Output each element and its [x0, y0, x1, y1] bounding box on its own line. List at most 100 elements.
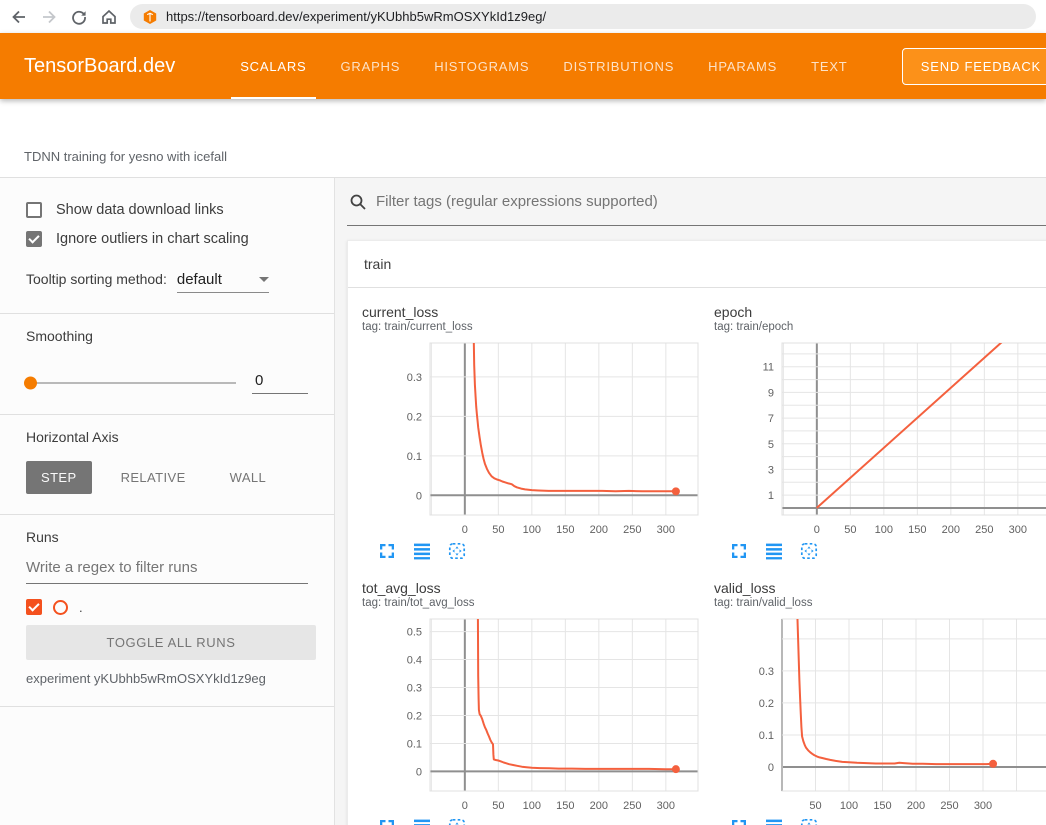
tab-label: GRAPHS — [341, 59, 401, 74]
flatten-lines-icon[interactable] — [413, 818, 431, 825]
svg-text:0: 0 — [814, 524, 820, 536]
checkbox-label: Ignore outliers in chart scaling — [56, 231, 249, 247]
maximize-icon[interactable] — [730, 818, 748, 825]
svg-text:7: 7 — [768, 413, 774, 425]
tooltip-sorting-select[interactable]: default — [177, 271, 269, 293]
show-download-links-checkbox[interactable] — [26, 202, 42, 218]
tab-distributions[interactable]: DISTRIBUTIONS — [546, 33, 691, 99]
general-settings-section: Show data download links Ignore outliers… — [0, 178, 334, 314]
svg-text:150: 150 — [908, 524, 926, 536]
svg-text:250: 250 — [623, 524, 641, 536]
line-chart-plot[interactable]: 00.10.20.3050100150200250300 — [362, 339, 702, 539]
svg-text:200: 200 — [907, 800, 925, 812]
smoothing-slider[interactable] — [26, 382, 236, 384]
svg-text:50: 50 — [492, 800, 504, 812]
svg-text:0.2: 0.2 — [407, 411, 422, 423]
chart-title: valid_loss — [714, 580, 1046, 596]
runs-regex-input[interactable] — [26, 559, 308, 584]
fit-domain-icon[interactable] — [800, 818, 818, 825]
runs-section: Runs . TOGGLE ALL RUNS experiment yKUbhb… — [0, 515, 334, 707]
brand-title: TensorBoard.dev — [24, 55, 175, 78]
section-title[interactable]: train — [348, 241, 1046, 288]
flatten-lines-icon[interactable] — [413, 542, 431, 560]
back-arrow-icon[interactable] — [10, 8, 28, 26]
svg-text:0: 0 — [462, 524, 468, 536]
svg-text:0.1: 0.1 — [759, 730, 774, 742]
scalars-dashboard: Filter tags (regular expressions support… — [335, 178, 1046, 825]
refresh-icon[interactable] — [70, 8, 88, 26]
svg-text:50: 50 — [809, 800, 821, 812]
svg-text:200: 200 — [590, 524, 608, 536]
tensorboard-logo-icon — [142, 9, 158, 25]
svg-text:0: 0 — [462, 800, 468, 812]
run-list-item[interactable]: . — [26, 599, 308, 615]
tab-hparams[interactable]: HPARAMS — [691, 33, 794, 99]
svg-text:5: 5 — [768, 439, 774, 451]
svg-text:100: 100 — [523, 800, 541, 812]
svg-text:100: 100 — [840, 800, 858, 812]
flatten-lines-icon[interactable] — [765, 818, 783, 825]
axis-wall-button[interactable]: WALL — [215, 461, 282, 494]
line-chart-plot[interactable]: 1357911050100150200250300 — [714, 339, 1046, 539]
svg-text:0.4: 0.4 — [407, 655, 422, 667]
tab-label: SCALARS — [240, 59, 306, 74]
tab-text[interactable]: TEXT — [794, 33, 864, 99]
scalar-chart-card: epoch tag: train/epoch 13579110501001502… — [700, 304, 1046, 570]
tab-graphs[interactable]: GRAPHS — [324, 33, 418, 99]
svg-text:300: 300 — [1009, 524, 1027, 536]
svg-text:0: 0 — [416, 490, 422, 502]
home-icon[interactable] — [100, 8, 118, 26]
tab-scalars[interactable]: SCALARS — [223, 33, 323, 99]
toggle-all-runs-button[interactable]: TOGGLE ALL RUNS — [26, 625, 316, 660]
slider-thumb[interactable] — [24, 377, 37, 390]
forward-arrow-icon[interactable] — [40, 8, 58, 26]
svg-text:100: 100 — [523, 524, 541, 536]
svg-text:0.5: 0.5 — [407, 627, 422, 639]
send-feedback-button[interactable]: SEND FEEDBACK — [902, 48, 1046, 85]
svg-text:0: 0 — [416, 766, 422, 778]
run-checkbox[interactable] — [26, 599, 42, 615]
line-chart-plot[interactable]: 00.10.20.30.40.5050100150200250300 — [362, 615, 702, 815]
svg-text:150: 150 — [873, 800, 891, 812]
browser-toolbar: https://tensorboard.dev/experiment/yKUbh… — [0, 0, 1046, 33]
chart-tag: tag: train/valid_loss — [714, 597, 1046, 609]
charts-grid: current_loss tag: train/current_loss 0 0.… — [348, 288, 1046, 825]
maximize-icon[interactable] — [378, 542, 396, 560]
ignore-outliers-row[interactable]: Ignore outliers in chart scaling — [26, 231, 308, 247]
runs-label: Runs — [26, 529, 308, 545]
smoothing-value-field[interactable]: 0 — [252, 372, 308, 394]
axis-step-button[interactable]: STEP — [26, 461, 92, 494]
fit-domain-icon[interactable] — [448, 818, 466, 825]
axis-relative-button[interactable]: RELATIVE — [106, 461, 201, 494]
line-chart-plot[interactable]: 00.10.20.350100150200250300 — [714, 615, 1046, 815]
experiment-bar: TDNN training for yesno with icefall — [0, 99, 1046, 178]
svg-text:50: 50 — [492, 524, 504, 536]
tab-histograms[interactable]: HISTOGRAMS — [417, 33, 546, 99]
fit-domain-icon[interactable] — [800, 542, 818, 560]
scalar-chart-card: valid_loss tag: train/valid_loss 00.10.2… — [700, 580, 1046, 825]
chart-tag: tag: train/current_loss — [362, 321, 700, 333]
tab-label: DISTRIBUTIONS — [563, 59, 674, 74]
chart-controls — [714, 539, 1046, 570]
chart-title: current_loss — [362, 304, 700, 320]
maximize-icon[interactable] — [378, 818, 396, 825]
tag-filter-row[interactable]: Filter tags (regular expressions support… — [347, 178, 1046, 226]
tab-label: HISTOGRAMS — [434, 59, 529, 74]
flatten-lines-icon[interactable] — [765, 542, 783, 560]
svg-text:300: 300 — [657, 800, 675, 812]
chart-controls — [362, 539, 700, 570]
smoothing-section: Smoothing 0 — [0, 314, 334, 415]
show-download-links-row[interactable]: Show data download links — [26, 202, 308, 218]
svg-text:250: 250 — [940, 800, 958, 812]
ignore-outliers-checkbox[interactable] — [26, 231, 42, 247]
search-icon — [349, 193, 367, 211]
svg-text:150: 150 — [556, 524, 574, 536]
fit-domain-icon[interactable] — [448, 542, 466, 560]
chart-controls — [362, 815, 700, 825]
maximize-icon[interactable] — [730, 542, 748, 560]
checkbox-label: Show data download links — [56, 202, 224, 218]
tab-label: HPARAMS — [708, 59, 777, 74]
svg-text:250: 250 — [975, 524, 993, 536]
address-bar[interactable]: https://tensorboard.dev/experiment/yKUbh… — [130, 4, 1036, 29]
scalar-chart-card: tot_avg_loss tag: train/tot_avg_loss 00.… — [348, 580, 700, 825]
